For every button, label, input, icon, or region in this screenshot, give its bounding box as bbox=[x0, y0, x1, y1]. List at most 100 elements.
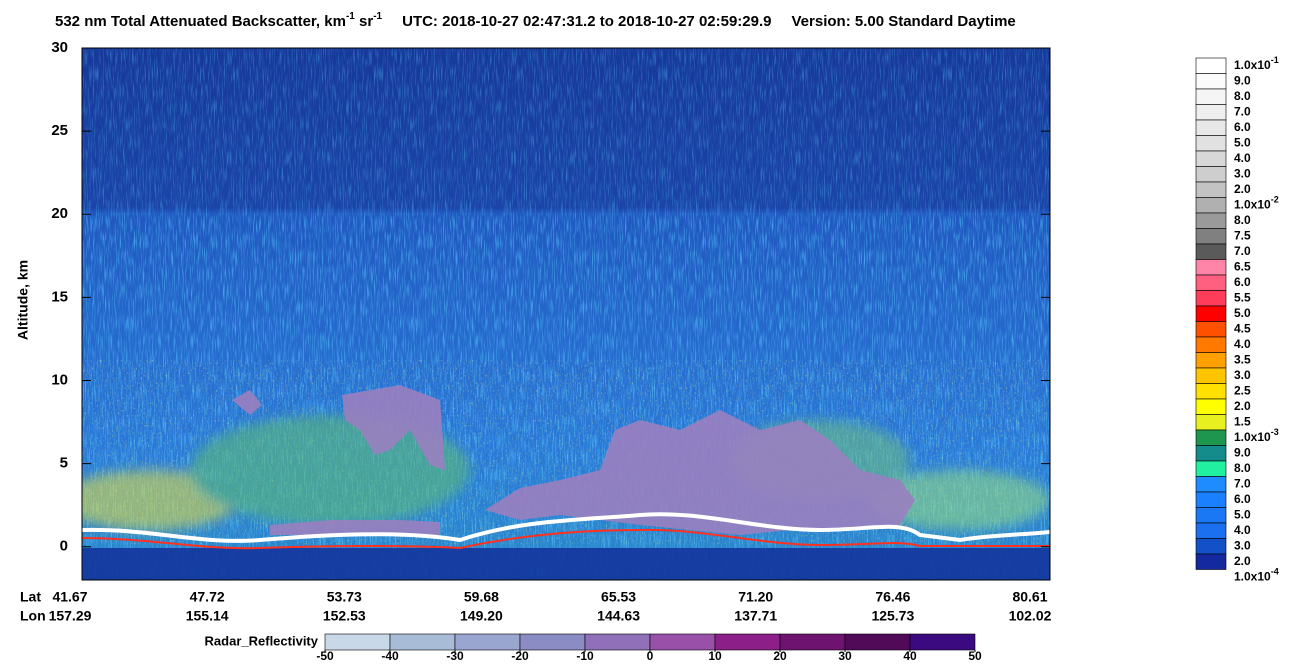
x-tick-label: 155.14 bbox=[186, 608, 229, 624]
radar-tick-label: -50 bbox=[316, 649, 334, 663]
x-tick-label: 71.20 bbox=[738, 589, 773, 605]
colorbar-box bbox=[1195, 181, 1227, 198]
colorbar-box bbox=[1195, 104, 1227, 121]
colorbar-label: 9.0 bbox=[1234, 74, 1251, 88]
x-tick-label: 53.73 bbox=[327, 589, 362, 605]
colorbar-label: 5.5 bbox=[1234, 291, 1251, 305]
colorbar-label: 1.0x10-4 bbox=[1234, 567, 1279, 584]
x-tick-label: 76.46 bbox=[875, 589, 910, 605]
colorbar-label: 3.0 bbox=[1234, 368, 1251, 382]
colorbar-box bbox=[1195, 150, 1227, 167]
colorbar-label: 3.5 bbox=[1234, 353, 1251, 367]
y-tick-label: 20 bbox=[51, 205, 68, 222]
colorbar-box bbox=[1195, 383, 1227, 400]
title-part: 532 nm Total Attenuated Backscatter, km bbox=[55, 13, 346, 30]
y-tick-label: 25 bbox=[51, 122, 68, 139]
radar-colorbar-box bbox=[519, 633, 586, 651]
colorbar-box bbox=[1195, 414, 1227, 431]
colorbar-box bbox=[1195, 228, 1227, 245]
colorbar-box bbox=[1195, 429, 1227, 446]
colorbar-label: 4.5 bbox=[1234, 322, 1251, 336]
title-part: -1 bbox=[373, 11, 382, 22]
colorbar-box bbox=[1195, 119, 1227, 136]
colorbar-label: 5.0 bbox=[1234, 136, 1251, 150]
colorbar-label: 6.0 bbox=[1234, 275, 1251, 289]
colorbar-box bbox=[1195, 352, 1227, 369]
colorbar-box bbox=[1195, 476, 1227, 493]
colorbar-label: 2.0 bbox=[1234, 399, 1251, 413]
colorbar-label: 7.0 bbox=[1234, 477, 1251, 491]
colorbar-label-exp: -3 bbox=[1271, 427, 1279, 437]
colorbar-label-base: 1.0x10 bbox=[1234, 430, 1271, 444]
colorbar-label: 1.0x10-2 bbox=[1234, 195, 1279, 212]
colorbar-label: 8.0 bbox=[1234, 461, 1251, 475]
y-axis-label: Altitude, km bbox=[15, 260, 31, 340]
radar-colorbar-box bbox=[584, 633, 651, 651]
colorbar-box bbox=[1195, 445, 1227, 462]
colorbar-box bbox=[1195, 88, 1227, 105]
radar-tick-label: 50 bbox=[968, 649, 982, 663]
y-tick-label: 5 bbox=[60, 455, 68, 472]
colorbar-label: 9.0 bbox=[1234, 446, 1251, 460]
colorbar-label: 8.0 bbox=[1234, 89, 1251, 103]
colorbar-label: 4.0 bbox=[1234, 151, 1251, 165]
colorbar-label: 1.5 bbox=[1234, 415, 1251, 429]
colorbar-label: 3.0 bbox=[1234, 167, 1251, 181]
colorbar-label: 7.0 bbox=[1234, 105, 1251, 119]
colorbar-label: 6.0 bbox=[1234, 492, 1251, 506]
x-tick-label: 149.20 bbox=[460, 608, 503, 624]
radar-tick-label: -40 bbox=[381, 649, 399, 663]
radar-tick-label: -20 bbox=[511, 649, 529, 663]
radar-tick-label: 40 bbox=[903, 649, 917, 663]
colorbar-box bbox=[1195, 243, 1227, 260]
colorbar-box bbox=[1195, 166, 1227, 183]
chart-title: 532 nm Total Attenuated Backscatter, km -… bbox=[55, 11, 1016, 30]
colorbar-label: 4.0 bbox=[1234, 523, 1251, 537]
colorbar-box bbox=[1195, 553, 1227, 570]
colorbar-box bbox=[1195, 538, 1227, 555]
colorbar-label-base: 1.0x10 bbox=[1234, 58, 1271, 72]
x-tick-label: 59.68 bbox=[464, 589, 499, 605]
radar-tick-label: -10 bbox=[576, 649, 594, 663]
radar-colorbar-box bbox=[324, 633, 391, 651]
x-tick-label: 102.02 bbox=[1009, 608, 1052, 624]
colorbar-box bbox=[1195, 290, 1227, 307]
y-tick-label: 0 bbox=[60, 538, 68, 555]
radar-colorbar-box bbox=[649, 633, 716, 651]
radar-tick-label: -30 bbox=[446, 649, 464, 663]
colorbar-label: 5.0 bbox=[1234, 508, 1251, 522]
colorbar-box bbox=[1195, 274, 1227, 291]
colorbar-label: 4.0 bbox=[1234, 337, 1251, 351]
radar-colorbar-box bbox=[389, 633, 456, 651]
colorbar-box bbox=[1195, 507, 1227, 524]
colorbar-label: 1.0x10-3 bbox=[1234, 427, 1279, 444]
radar-tick-label: 0 bbox=[647, 649, 654, 663]
y-tick-label: 10 bbox=[51, 371, 68, 388]
x-tick-label: 157.29 bbox=[49, 608, 92, 624]
colorbar-label: 7.0 bbox=[1234, 244, 1251, 258]
x-tick-label: 41.67 bbox=[52, 589, 87, 605]
radar-colorbar-box bbox=[714, 633, 781, 651]
x-tick-label: 152.53 bbox=[323, 608, 366, 624]
x-tick-label: 80.61 bbox=[1012, 589, 1047, 605]
title-part: sr bbox=[355, 13, 374, 30]
x-tick-label: 125.73 bbox=[871, 608, 914, 624]
colorbar-box bbox=[1195, 259, 1227, 276]
colorbar-label: 2.0 bbox=[1234, 554, 1251, 568]
colorbar-box bbox=[1195, 460, 1227, 477]
colorbar-label: 6.5 bbox=[1234, 260, 1251, 274]
colorbar-box bbox=[1195, 57, 1227, 74]
colorbar-label-base: 1.0x10 bbox=[1234, 198, 1271, 212]
radar-colorbar-label: Radar_Reflectivity bbox=[205, 633, 319, 648]
colorbar-label-exp: -4 bbox=[1271, 567, 1279, 577]
x-row-name: Lon bbox=[20, 608, 46, 624]
radar-tick-label: 10 bbox=[708, 649, 722, 663]
colorbar-label: 3.0 bbox=[1234, 539, 1251, 553]
radar-colorbar-box bbox=[454, 633, 521, 651]
x-tick-label: 137.71 bbox=[734, 608, 777, 624]
colorbar-box bbox=[1195, 197, 1227, 214]
plot-frame bbox=[81, 47, 1051, 581]
colorbar-label: 8.0 bbox=[1234, 213, 1251, 227]
y-tick-label: 15 bbox=[51, 288, 68, 305]
